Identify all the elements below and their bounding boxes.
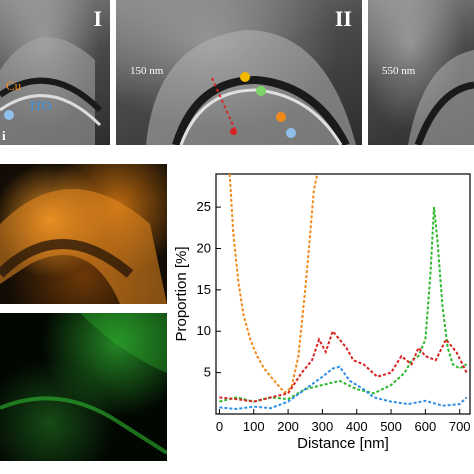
series-line-2 <box>219 365 468 411</box>
x-tick-label: 700 <box>449 419 471 434</box>
plot-area <box>215 173 471 415</box>
cu-label: Cu <box>6 78 22 93</box>
y-tick-label: 20 <box>197 240 211 255</box>
panel-label-I: I <box>93 6 102 31</box>
sem-left-texture <box>0 37 103 145</box>
ito-eds-texture <box>0 313 167 455</box>
ito-label: ITO <box>30 98 52 113</box>
y-tick-label: 5 <box>204 365 211 380</box>
ito-marker-dot <box>4 110 14 120</box>
x-tick-label: 600 <box>415 419 437 434</box>
marker-red <box>230 128 237 135</box>
marker-orange <box>240 72 250 82</box>
sem-panel-middle: II 150 nm <box>116 0 362 145</box>
cu-eds-map <box>0 164 167 304</box>
y-tick-label: 10 <box>197 323 211 338</box>
sem-panel-right: 550 nm <box>368 0 474 145</box>
edge-label: i <box>2 128 6 143</box>
sem-right-texture <box>408 50 474 145</box>
scale-label-150: 150 nm <box>130 65 164 77</box>
series-line-3 <box>219 329 468 403</box>
x-tick-label: 300 <box>312 419 334 434</box>
series-line-0 <box>228 174 319 394</box>
marker-blue <box>286 128 296 138</box>
marker-green <box>256 86 266 96</box>
proportion-chart: 0 100 200 300 400 500 600 700 5 10 15 20 25 Distance … <box>173 173 471 452</box>
x-tick-label: 100 <box>243 419 265 434</box>
x-tick-label: 500 <box>380 419 402 434</box>
y-tick-label: 25 <box>197 199 211 214</box>
marker-orange-2 <box>276 112 286 122</box>
x-axis-label: Distance [nm] <box>297 435 389 452</box>
ito-eds-map <box>0 313 167 461</box>
x-tick-label: 0 <box>216 419 223 434</box>
x-tick-label: 400 <box>346 419 368 434</box>
x-tick-label: 200 <box>277 419 299 434</box>
scale-label-550: 550 nm <box>382 65 416 77</box>
y-axis-label: Proportion [%] <box>173 246 190 341</box>
y-tick-label: 15 <box>197 282 211 297</box>
panel-label-II: II <box>334 6 352 31</box>
sem-panel-left: I Cu ITO i <box>0 0 110 145</box>
sem-middle-texture <box>146 30 356 145</box>
series-line-1 <box>219 206 468 403</box>
cu-eds-texture <box>0 189 167 304</box>
